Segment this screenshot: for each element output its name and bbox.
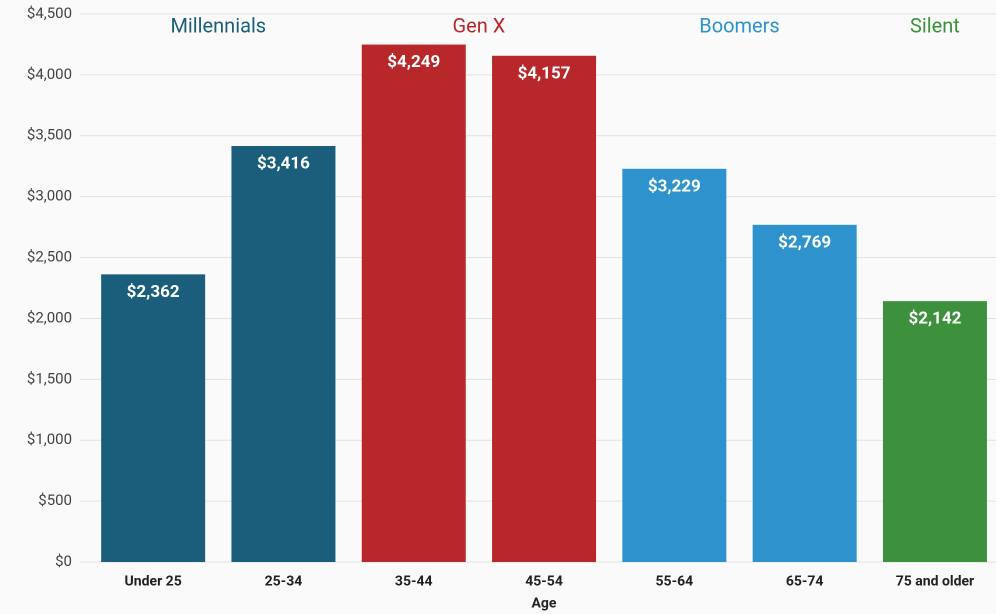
x-tick-label: 25-34 — [265, 574, 303, 590]
bar — [882, 301, 987, 562]
bar — [622, 168, 727, 563]
y-tick-label: $0 — [55, 552, 72, 570]
x-tick-label: 45-54 — [525, 574, 563, 590]
legend-label: Silent — [910, 13, 960, 37]
y-tick-label: $3,500 — [27, 126, 72, 144]
value-label: $3,416 — [257, 153, 310, 173]
bar — [101, 274, 206, 562]
x-tick-label: 35-44 — [395, 574, 433, 590]
value-label: $2,362 — [127, 282, 180, 302]
y-tick-label: $1,500 — [27, 369, 72, 387]
y-tick-label: $2,000 — [27, 308, 72, 326]
legend-label: Boomers — [699, 13, 780, 37]
y-tick-label: $500 — [38, 491, 72, 509]
bar — [492, 55, 597, 563]
y-tick-label: $3,000 — [27, 187, 72, 205]
value-label: $4,249 — [387, 52, 440, 72]
bar — [361, 44, 466, 562]
x-tick-label: 55-64 — [656, 574, 694, 590]
y-tick-label: $2,500 — [27, 248, 72, 266]
x-tick-label: Under 25 — [125, 574, 182, 590]
x-axis-label: Age — [532, 596, 557, 612]
legend-label: Millennials — [170, 13, 266, 37]
value-label: $4,157 — [518, 63, 571, 83]
bar — [231, 146, 336, 562]
x-tick-label: 65-74 — [786, 574, 824, 590]
y-tick-label: $1,000 — [27, 430, 72, 448]
y-tick-label: $4,000 — [27, 65, 72, 83]
value-label: $3,229 — [648, 176, 701, 196]
value-label: $2,769 — [778, 232, 831, 252]
bar — [752, 224, 857, 562]
value-label: $2,142 — [908, 309, 961, 329]
y-tick-label: $4,500 — [27, 4, 72, 22]
legend-label: Gen X — [453, 13, 506, 37]
x-tick-label: 75 and older — [896, 574, 974, 590]
